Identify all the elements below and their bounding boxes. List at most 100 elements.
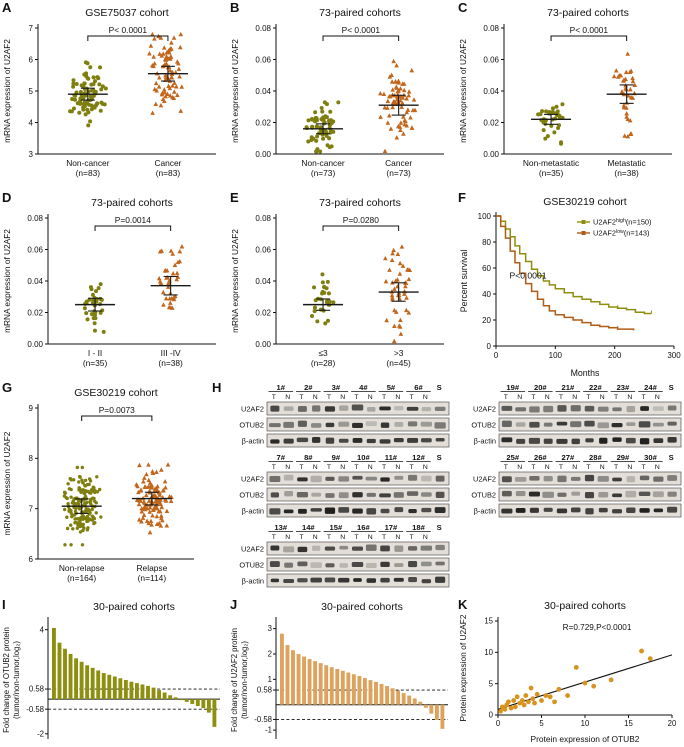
svg-text:(n=83): (n=83) [156, 168, 181, 178]
svg-text:22#: 22# [589, 383, 602, 392]
svg-text:N: N [655, 464, 660, 471]
blot-strip-svg: 7# 8# 9# 10# 11# 12# S T N T N T N T N T N T N U2AF2 OTUB2 β-… [239, 453, 450, 518]
svg-text:0.02: 0.02 [255, 118, 271, 127]
svg-text:(n=73): (n=73) [386, 168, 411, 178]
svg-text:10#: 10# [357, 453, 370, 462]
svg-text:T: T [382, 394, 386, 401]
chart-f-survival: GSE30219 cohort 0 100 200 300 0 20 40 60 80 100 Mon… [459, 196, 681, 378]
svg-text:0: 0 [494, 351, 499, 360]
svg-text:P=0.0280: P=0.0280 [343, 215, 379, 225]
svg-text:N: N [627, 394, 632, 401]
svg-text:200: 200 [608, 351, 622, 360]
svg-text:15: 15 [624, 719, 633, 728]
svg-text:N: N [423, 464, 428, 471]
svg-text:1#: 1# [277, 383, 286, 392]
svg-text:N: N [285, 464, 290, 471]
svg-text:T: T [354, 394, 358, 401]
svg-text:(n=114): (n=114) [138, 573, 167, 583]
svg-text:0.08: 0.08 [255, 24, 271, 33]
svg-text:T: T [327, 464, 331, 471]
svg-text:OTUB2: OTUB2 [239, 491, 264, 500]
svg-text:0: 0 [487, 342, 492, 351]
svg-text:N: N [313, 394, 318, 401]
svg-text:N: N [545, 394, 550, 401]
svg-text:8: 8 [29, 454, 34, 463]
svg-text:60: 60 [482, 264, 491, 273]
svg-text:10: 10 [581, 719, 590, 728]
svg-text:0.06: 0.06 [483, 55, 499, 64]
svg-text:P=0.0014: P=0.0014 [115, 215, 151, 225]
svg-text:P< 0.0001: P< 0.0001 [109, 25, 148, 35]
svg-text:OTUB2: OTUB2 [471, 491, 496, 500]
svg-text:N: N [368, 464, 373, 471]
panel-letter-e: E [230, 190, 239, 205]
svg-text:N: N [340, 464, 345, 471]
svg-text:(tumor/non-tumor,log₂): (tumor/non-tumor,log₂) [240, 641, 249, 719]
svg-text:I - II: I - II [88, 348, 102, 358]
svg-text:5: 5 [539, 719, 544, 728]
svg-text:1: 1 [268, 675, 272, 684]
svg-text:U2AF2: U2AF2 [473, 475, 496, 484]
svg-text:GSE30219 cohort: GSE30219 cohort [74, 387, 158, 399]
svg-text:(n=35): (n=35) [539, 168, 564, 178]
svg-text:mRNA expression of U2AF2: mRNA expression of U2AF2 [230, 39, 240, 143]
western-blot-samples-13-18: 13# 14# 15# 16# 17# 18# S T N T N T N T N T N T N U2AF2 OTUB… [230, 522, 450, 590]
panel-f: F GSE30219 cohort 0 100 200 300 0 20 40 60 80 100 M… [456, 190, 684, 380]
svg-text:0.04: 0.04 [255, 87, 271, 96]
svg-text:T: T [327, 394, 331, 401]
svg-text:N: N [313, 464, 318, 471]
panel-e: E 73-paired cohorts 0.00 0.02 0.04 0.06 0.08 m… [228, 190, 456, 380]
svg-text:mRNA expression of U2AF2: mRNA expression of U2AF2 [2, 39, 12, 143]
svg-text:S: S [437, 383, 442, 392]
svg-text:0.00: 0.00 [255, 340, 271, 349]
svg-text:0.04: 0.04 [483, 87, 499, 96]
svg-text:20#: 20# [534, 383, 547, 392]
svg-text:28#: 28# [589, 453, 602, 462]
svg-text:16#: 16# [357, 523, 370, 532]
panel-letter-b: B [230, 0, 240, 15]
svg-text:3: 3 [29, 150, 34, 159]
svg-text:(n=28): (n=28) [311, 358, 336, 368]
svg-text:30#: 30# [644, 453, 657, 462]
svg-text:5#: 5# [387, 383, 396, 392]
svg-text:N: N [285, 394, 290, 401]
svg-text:6: 6 [29, 555, 34, 564]
svg-text:N: N [368, 534, 373, 541]
svg-text:T: T [299, 464, 303, 471]
svg-text:73-paired cohorts: 73-paired cohorts [91, 197, 173, 209]
svg-text:18#: 18# [412, 523, 425, 532]
svg-text:β-actin: β-actin [474, 507, 496, 516]
svg-text:300: 300 [667, 351, 681, 360]
svg-text:12#: 12# [412, 453, 425, 462]
svg-text:30-paired cohorts: 30-paired cohorts [544, 600, 626, 612]
svg-text:N: N [572, 394, 577, 401]
svg-text:(n=73): (n=73) [311, 168, 336, 178]
svg-text:T: T [272, 464, 276, 471]
svg-text:S: S [669, 453, 674, 462]
svg-text:N: N [600, 394, 605, 401]
panel-c: C 73-paired cohorts 0.00 0.02 0.04 0.06 0.08 m… [456, 0, 684, 190]
svg-text:>3: >3 [394, 348, 404, 358]
svg-text:19#: 19# [506, 383, 519, 392]
panel-letter-g: G [2, 380, 13, 395]
svg-text:P< 0.0001: P< 0.0001 [342, 25, 381, 35]
svg-text:2: 2 [268, 650, 272, 659]
svg-text:6#: 6# [414, 383, 423, 392]
svg-text:III -IV: III -IV [161, 348, 181, 358]
svg-text:(n=45): (n=45) [386, 358, 411, 368]
svg-text:T: T [641, 464, 645, 471]
svg-text:5: 5 [29, 87, 34, 96]
svg-text:P< 0.0001: P< 0.0001 [570, 25, 609, 35]
svg-text:7#: 7# [277, 453, 286, 462]
panel-letter-h: H [212, 380, 222, 395]
svg-text:mRNA expression of U2AF2: mRNA expression of U2AF2 [230, 229, 240, 333]
panel-letter-i: I [2, 597, 6, 612]
svg-text:(n=38): (n=38) [614, 168, 639, 178]
svg-text:0: 0 [496, 719, 501, 728]
svg-text:7: 7 [29, 24, 34, 33]
panel-letter-a: A [2, 0, 12, 15]
svg-text:0.02: 0.02 [483, 118, 499, 127]
svg-text:0.58: 0.58 [29, 685, 44, 694]
svg-text:T: T [531, 394, 535, 401]
svg-text:GSE75037 cohort: GSE75037 cohort [85, 7, 169, 19]
